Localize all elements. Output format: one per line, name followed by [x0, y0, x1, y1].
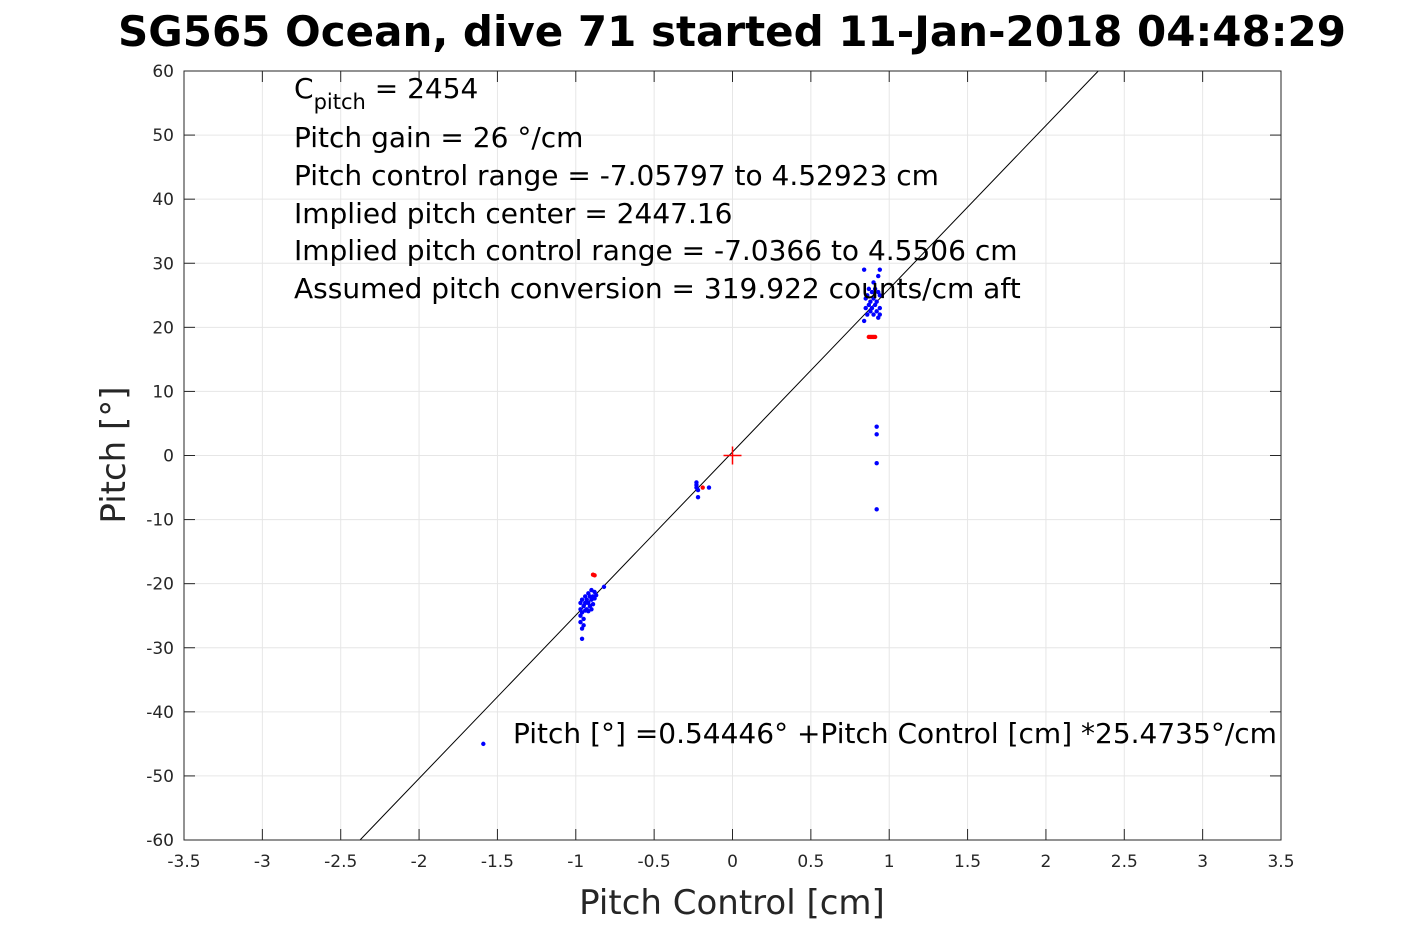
data-point-blue — [874, 299, 879, 304]
x-tick-label: 2.5 — [1111, 852, 1138, 872]
data-point-blue — [874, 309, 879, 314]
x-tick-label: 3.5 — [1267, 852, 1294, 872]
y-tick-label: -60 — [146, 831, 174, 851]
data-point-blue — [863, 305, 868, 311]
data-point-blue — [877, 312, 883, 317]
data-point-blue — [869, 305, 875, 311]
data-point-blue — [877, 305, 883, 311]
annotation-c-pitch-main: C — [294, 72, 314, 105]
annotation-pitch-control-range: Pitch control range = -7.05797 to 4.5292… — [294, 159, 939, 192]
center-marker-layer — [723, 446, 742, 465]
data-point-blue — [593, 593, 599, 598]
data-point-blue — [868, 299, 873, 304]
data-point-blue — [866, 286, 872, 292]
y-tick-label: -10 — [146, 511, 174, 531]
x-tick-label: -3 — [254, 852, 271, 872]
data-point-blue — [874, 460, 879, 466]
y-tick-label: 10 — [152, 382, 174, 402]
annotation-c-pitch: Cpitch = 2454 — [294, 72, 478, 114]
y-tick-label: 40 — [152, 190, 174, 210]
data-point-blue — [861, 318, 867, 324]
x-tick-label: 0.5 — [797, 852, 824, 872]
data-points-layer — [481, 267, 883, 747]
annotation-pitch-gain: Pitch gain = 26 °/cm — [294, 121, 583, 154]
y-tick-label: -50 — [146, 767, 174, 787]
data-point-blue — [579, 636, 585, 641]
data-point-blue — [579, 597, 585, 602]
data-point-blue — [590, 601, 596, 607]
data-point-red — [872, 334, 878, 340]
x-tick-label: -2 — [411, 852, 428, 872]
data-point-blue — [861, 267, 867, 272]
annotation-implied-pitch-control-range: Implied pitch control range = -7.0366 to… — [294, 234, 1018, 267]
y-tick-label: 30 — [152, 254, 174, 274]
x-tick-label: -0.5 — [638, 852, 671, 872]
data-point-red — [590, 572, 596, 577]
annotation-c-pitch-sub: pitch — [314, 90, 366, 114]
x-tick-label: -2.5 — [324, 852, 357, 872]
data-point-blue — [578, 619, 583, 625]
data-point-blue — [877, 293, 883, 298]
x-axis-label: Pitch Control [cm] — [579, 883, 885, 923]
y-tick-label: -20 — [146, 575, 174, 595]
chart-title: SG565 Ocean, dive 71 started 11-Jan-2018… — [118, 7, 1346, 56]
data-point-blue — [874, 432, 879, 437]
x-tick-label: 3 — [1197, 852, 1208, 872]
data-point-blue — [874, 424, 879, 429]
y-tick-label: -40 — [146, 703, 174, 723]
data-point-blue — [581, 623, 586, 628]
x-tick-label: 1 — [884, 852, 895, 872]
data-point-blue — [695, 494, 701, 500]
data-point-blue — [871, 296, 876, 301]
data-point-blue — [589, 607, 594, 612]
data-point-blue — [869, 289, 875, 295]
axes-layer — [183, 70, 1282, 841]
y-tick-label: 50 — [152, 126, 174, 146]
data-point-blue — [871, 280, 876, 285]
grid-layer — [183, 70, 1282, 841]
x-tick-label: -1 — [567, 852, 584, 872]
tick-labels-layer: -3.5 -3 -2.5 -2 -1.5 -1 -0.5 0 0.5 1 1.5 2 2.5 3 3.5 60… — [146, 62, 1294, 872]
y-tick-label: 0 — [163, 447, 174, 467]
annotation-assumed-pitch-conversion: Assumed pitch conversion = 319.922 count… — [294, 272, 1021, 305]
annotation-c-pitch-value: = 2454 — [366, 72, 479, 105]
data-point-red — [700, 485, 705, 490]
data-point-blue — [874, 507, 879, 512]
data-point-blue — [481, 741, 486, 747]
y-tick-label: 60 — [152, 62, 174, 82]
annotation-fit-equation: Pitch [°] =0.54446° +Pitch Control [cm] … — [513, 717, 1277, 750]
y-axis-label: Pitch [°] — [94, 386, 134, 523]
x-tick-label: 2 — [1041, 852, 1052, 872]
data-point-blue — [865, 312, 870, 317]
data-point-blue — [877, 267, 883, 272]
data-point-blue — [706, 485, 712, 490]
annotation-implied-pitch-center: Implied pitch center = 2447.16 — [294, 197, 732, 230]
x-tick-label: 0 — [727, 852, 738, 872]
data-point-blue — [872, 286, 878, 292]
data-point-blue — [865, 293, 870, 298]
y-tick-label: -30 — [146, 639, 174, 659]
x-tick-label: -1.5 — [481, 852, 514, 872]
x-tick-label: 1.5 — [954, 852, 981, 872]
data-point-blue — [581, 616, 586, 622]
data-point-blue — [601, 584, 607, 590]
data-point-blue — [695, 487, 701, 493]
y-tick-label: 20 — [152, 318, 174, 338]
data-point-blue — [871, 312, 876, 317]
annotation-block: Cpitch = 2454 Pitch gain = 26 °/cm Pitch… — [294, 72, 1277, 750]
x-tick-label: -3.5 — [167, 852, 200, 872]
data-point-blue — [876, 273, 881, 279]
